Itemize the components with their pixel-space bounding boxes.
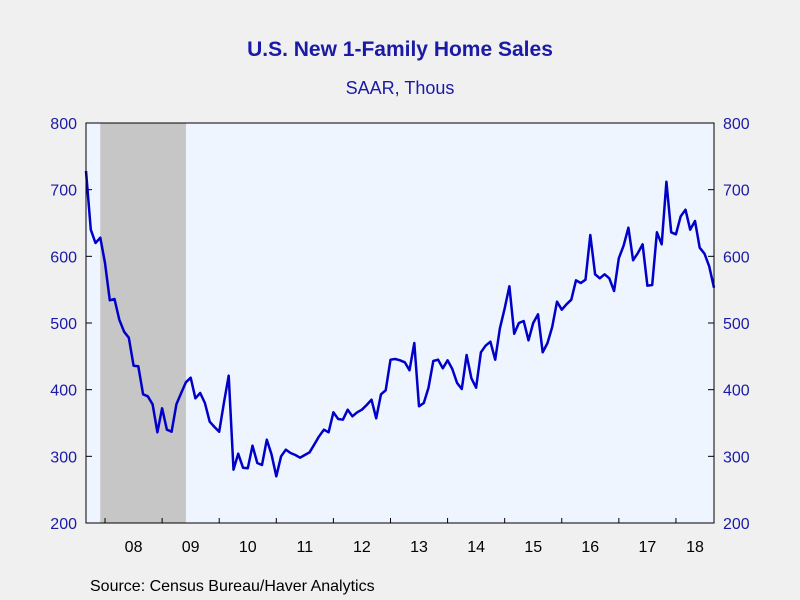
y-tick-label-left: 500 (50, 316, 77, 333)
x-tick-label: 09 (182, 539, 200, 556)
y-tick-label-right: 200 (723, 516, 750, 533)
y-tick-label-right: 500 (723, 316, 750, 333)
y-tick-label-right: 700 (723, 183, 750, 200)
chart-title: U.S. New 1-Family Home Sales (247, 38, 553, 61)
x-tick-label: 13 (410, 539, 428, 556)
x-tick-label: 14 (467, 539, 485, 556)
y-tick-label-right: 800 (723, 116, 750, 133)
x-tick-label: 17 (638, 539, 656, 556)
x-tick-label: 11 (297, 539, 314, 556)
recession-shade (100, 123, 186, 523)
y-tick-label-right: 300 (723, 449, 750, 466)
chart-subtitle: SAAR, Thous (345, 78, 455, 98)
plot-area (85, 122, 715, 524)
x-tick-label: 08 (125, 539, 143, 556)
series-line (84, 170, 716, 478)
plot-border (85, 122, 715, 524)
source-note: Source: Census Bureau/Haver Analytics (90, 578, 375, 595)
x-tick-label: 18 (686, 539, 704, 556)
y-tick-label-right: 400 (723, 383, 750, 400)
y-tick-label-right: 600 (723, 249, 750, 266)
x-tick-label: 10 (239, 539, 257, 556)
y-axis-left: 200 300 400 500 600 700 800 (50, 116, 92, 533)
x-tick-label: 15 (524, 539, 542, 556)
y-tick-label-left: 400 (50, 383, 77, 400)
y-tick-label-left: 200 (50, 516, 77, 533)
x-tick-label: 16 (581, 539, 599, 556)
series-group (84, 170, 716, 478)
x-tick-label: 12 (353, 539, 371, 556)
y-axis-right: 200 300 400 500 600 700 800 (708, 116, 750, 533)
y-tick-label-left: 700 (50, 183, 77, 200)
y-tick-label-left: 300 (50, 449, 77, 466)
y-tick-label-left: 800 (50, 116, 77, 133)
y-tick-label-left: 600 (50, 249, 77, 266)
x-axis: 08 09 10 11 12 13 14 15 16 17 18 (104, 518, 704, 556)
